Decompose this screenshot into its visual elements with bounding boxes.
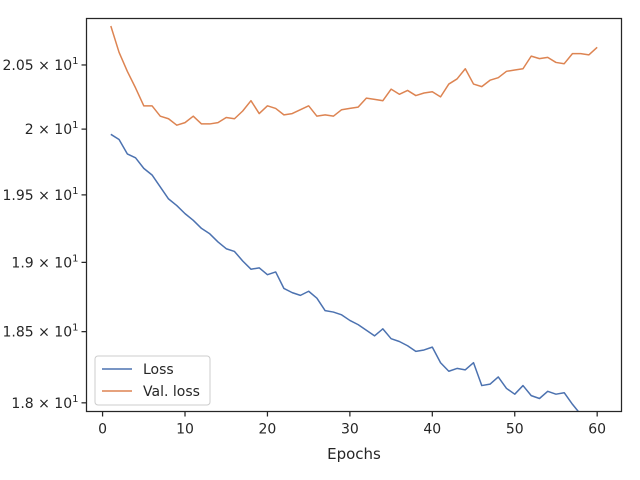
y-tick-label: 2 × 101 [25,120,79,138]
plot-frame [85,17,623,413]
plot-area [110,25,598,412]
x-tick-label: 10 [176,422,194,438]
series-line-val-loss [110,25,598,126]
x-tick-label: 50 [506,422,524,438]
legend: Loss Val. loss [94,355,211,406]
y-tick-label: 1.9 × 101 [11,253,78,271]
legend-label-val-loss: Val. loss [143,384,200,400]
x-tick-label: 30 [341,422,359,438]
y-tick-label: 1.95 × 101 [3,186,79,204]
y-tick-label: 1.85 × 101 [3,323,79,341]
y-axis-ticks: 1.8 × 101 1.85 × 101 1.9 × 101 1.95 × 101 2 … [3,56,87,412]
legend-label-loss: Loss [143,362,174,378]
y-tick-label: 2.05 × 101 [3,56,79,74]
x-tick-label: 40 [423,422,441,438]
x-axis-ticks: 0 10 20 30 40 50 60 [98,411,606,438]
y-tick-label: 1.8 × 101 [11,394,78,412]
x-tick-label: 60 [588,422,606,438]
x-axis-label: Epochs [327,445,381,463]
x-tick-label: 0 [98,422,107,438]
x-tick-label: 20 [259,422,277,438]
series-line-loss [110,133,580,412]
